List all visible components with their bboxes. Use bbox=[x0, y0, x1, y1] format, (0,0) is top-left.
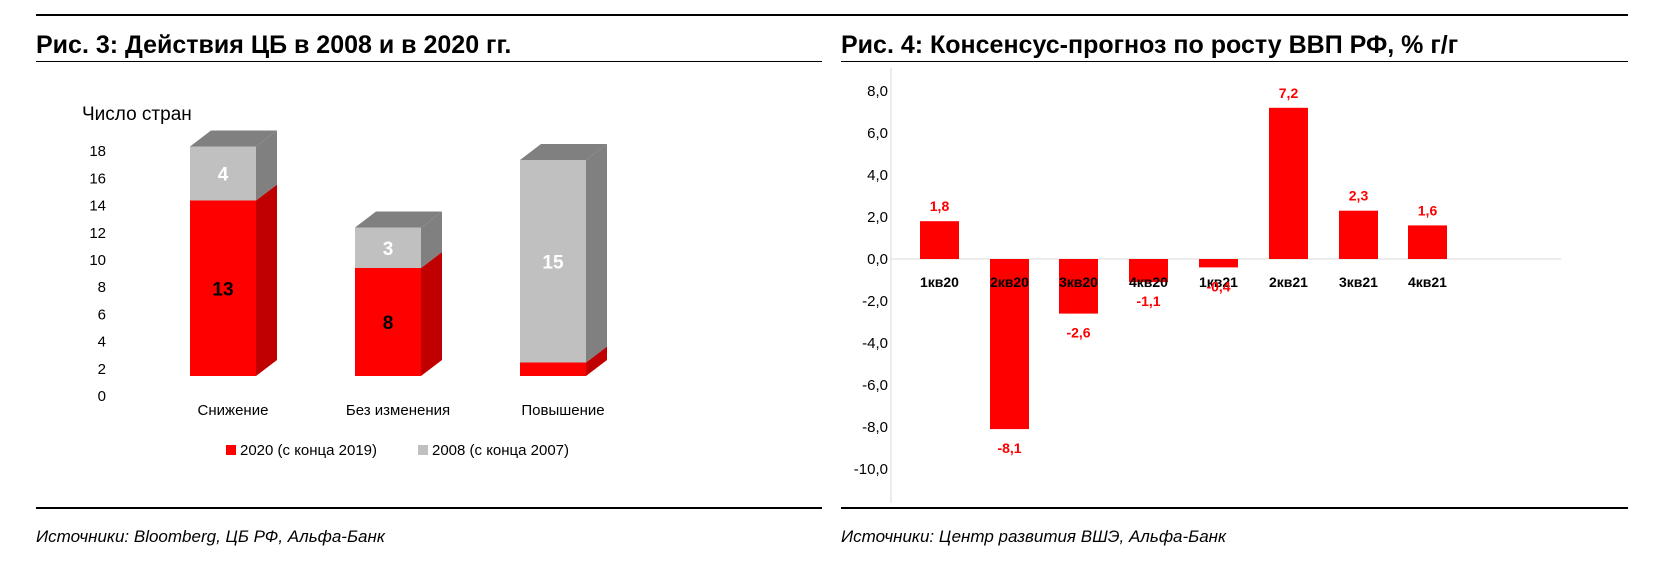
y-tick-label: 8,0 bbox=[867, 83, 888, 100]
bar-value-label: -2,6 bbox=[1066, 325, 1090, 341]
category-label: 4кв20 bbox=[1129, 274, 1168, 290]
legend-label: 2008 (с конца 2007) bbox=[432, 442, 569, 459]
bar-value-label: -1,1 bbox=[1136, 293, 1160, 309]
bar-segment-front bbox=[190, 200, 256, 376]
left-title-underline bbox=[36, 61, 822, 62]
y-axis-label: Число стран bbox=[82, 104, 192, 125]
bar-value-label: 2,3 bbox=[1349, 188, 1369, 204]
y-tick-label: 6,0 bbox=[867, 125, 888, 142]
bar-top-face bbox=[520, 144, 607, 160]
bar-value-label: 15 bbox=[542, 252, 564, 273]
bar-segment-side bbox=[256, 184, 277, 376]
top-rule bbox=[36, 14, 1628, 16]
y-tick-label: 2 bbox=[98, 361, 106, 378]
bar-segment-front bbox=[190, 146, 256, 201]
bar-segment-front bbox=[520, 160, 586, 363]
gdp-bar bbox=[990, 259, 1029, 430]
bar-value-label: 8 bbox=[383, 313, 394, 334]
y-tick-label: 4,0 bbox=[867, 167, 888, 184]
gdp-bar bbox=[1269, 107, 1308, 259]
y-tick-label: 18 bbox=[89, 143, 106, 160]
bar-top-face bbox=[355, 211, 442, 228]
right-source-note: Источники: Центр развития ВШЭ, Альфа-Бан… bbox=[841, 527, 1227, 546]
left-source-note: Источники: Bloomberg, ЦБ РФ, Альфа-Банк bbox=[36, 527, 385, 546]
legend-swatch bbox=[418, 445, 428, 455]
y-tick-label: 16 bbox=[89, 170, 106, 187]
bar-value-label: 1,6 bbox=[1418, 202, 1438, 218]
bar-segment-side bbox=[421, 252, 442, 376]
bar-segment-side bbox=[256, 130, 277, 201]
category-label: 1кв20 bbox=[920, 274, 959, 290]
bar-segment-front bbox=[355, 268, 421, 376]
bar-segment-front bbox=[355, 227, 421, 268]
bar-value-label: -0,4 bbox=[1206, 278, 1230, 294]
category-label: 3кв20 bbox=[1059, 274, 1098, 290]
category-label: 2кв20 bbox=[990, 274, 1029, 290]
category-label: 4кв21 bbox=[1408, 274, 1447, 290]
gdp-bar bbox=[1199, 259, 1238, 268]
gdp-bar bbox=[1408, 225, 1447, 259]
category-label: 2кв21 bbox=[1269, 274, 1308, 290]
gdp-bar bbox=[920, 221, 959, 259]
y-tick-label: 12 bbox=[89, 225, 106, 242]
right-title-underline bbox=[841, 61, 1628, 62]
y-tick-label: -6,0 bbox=[862, 377, 888, 394]
category-label: Снижение bbox=[198, 402, 269, 419]
y-tick-label: -10,0 bbox=[854, 461, 888, 478]
bar-top-face bbox=[190, 130, 277, 147]
cb-actions-chart: Число стран 0 2 4 6 8 10 12 14 16 18 13 4 8 3 15 Сниж… bbox=[82, 104, 607, 459]
category-label: Повышение bbox=[521, 402, 604, 419]
bar-value-label: 13 bbox=[212, 279, 233, 300]
right-chart-title: Рис. 4: Консенсус-прогноз по росту ВВП Р… bbox=[841, 31, 1459, 59]
category-label: 1кв21 bbox=[1199, 274, 1238, 290]
y-tick-label: 10 bbox=[89, 252, 106, 269]
right-bottom-rule bbox=[841, 507, 1628, 509]
y-tick-label: 8 bbox=[98, 279, 106, 296]
gdp-bar bbox=[1129, 259, 1168, 283]
bar-segment-side bbox=[586, 346, 607, 376]
legend-label: 2020 (с конца 2019) bbox=[240, 442, 377, 459]
gdp-bar bbox=[1059, 259, 1098, 314]
bar-value-label: 3 bbox=[383, 239, 394, 260]
bar-value-label: 4 bbox=[218, 165, 229, 186]
left-chart-title: Рис. 3: Действия ЦБ в 2008 и в 2020 гг. bbox=[36, 31, 512, 59]
bar-segment-side bbox=[421, 211, 442, 268]
y-tick-label: 6 bbox=[98, 306, 106, 323]
y-tick-label: -8,0 bbox=[862, 419, 888, 436]
category-label: 3кв21 bbox=[1339, 274, 1378, 290]
legend-swatch bbox=[226, 445, 236, 455]
bar-value-label: 7,2 bbox=[1279, 85, 1299, 101]
category-label: Без изменения bbox=[346, 402, 450, 419]
gdp-bar bbox=[1339, 210, 1378, 259]
y-tick-label: 2,0 bbox=[867, 209, 888, 226]
bar-segment-side bbox=[586, 144, 607, 363]
bar-segment-front bbox=[520, 362, 586, 376]
gdp-forecast-chart: -10,0 -8,0 -6,0 -4,0 -2,0 0,0 2,0 4,0 6,0 8,0 1кв… bbox=[854, 68, 1561, 503]
y-tick-label: 0 bbox=[98, 388, 106, 405]
y-tick-label: 0,0 bbox=[867, 251, 888, 268]
bar-value-label: 1,8 bbox=[930, 198, 950, 214]
y-tick-label: 4 bbox=[98, 334, 106, 351]
bar-value-label: -8,1 bbox=[997, 440, 1021, 456]
y-tick-label: -4,0 bbox=[862, 335, 888, 352]
y-tick-label: 14 bbox=[89, 198, 106, 215]
left-bottom-rule bbox=[36, 507, 822, 509]
y-tick-label: -2,0 bbox=[862, 293, 888, 310]
